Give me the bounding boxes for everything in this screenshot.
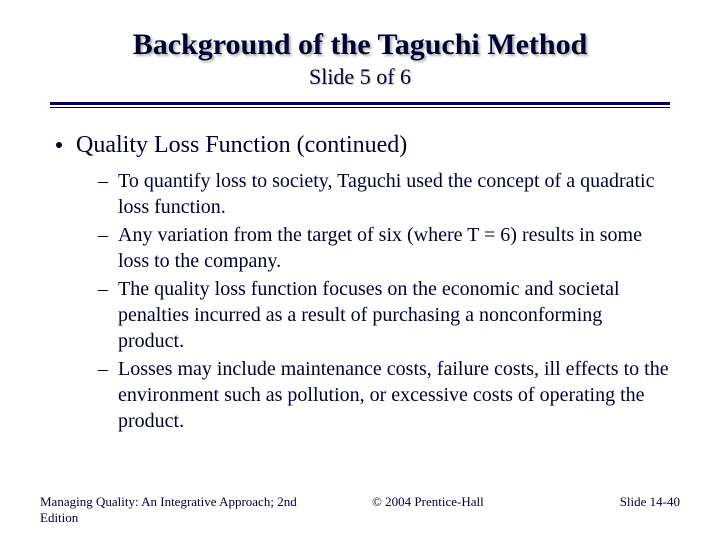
sub-bullet-text: Losses may include maintenance costs, fa… (118, 356, 670, 434)
bullet-item: Quality Loss Function (continued) (50, 130, 670, 160)
footer-left: Managing Quality: An Integrative Approac… (40, 494, 331, 526)
dash-icon: – (98, 222, 108, 248)
slide-title: Background of the Taguchi Method (40, 28, 680, 62)
content-area: Quality Loss Function (continued) – To q… (40, 130, 680, 434)
footer: Managing Quality: An Integrative Approac… (0, 494, 720, 526)
sub-bullet-list: – To quantify loss to society, Taguchi u… (98, 168, 670, 434)
sub-bullet-text: Any variation from the target of six (wh… (118, 222, 670, 274)
sub-bullet-item: – Losses may include maintenance costs, … (98, 356, 670, 434)
sub-bullet-text: To quantify loss to society, Taguchi use… (118, 168, 670, 220)
bullet-text: Quality Loss Function (continued) (76, 130, 407, 160)
footer-center: © 2004 Prentice-Hall (331, 494, 525, 526)
sub-bullet-item: – The quality loss function focuses on t… (98, 276, 670, 354)
sub-bullet-text: The quality loss function focuses on the… (118, 276, 670, 354)
slide: Background of the Taguchi Method Slide 5… (0, 0, 720, 540)
title-divider (50, 102, 670, 108)
dash-icon: – (98, 356, 108, 382)
footer-right: Slide 14-40 (525, 494, 680, 526)
dash-icon: – (98, 276, 108, 302)
bullet-icon (56, 142, 62, 148)
dash-icon: – (98, 168, 108, 194)
sub-bullet-item: – Any variation from the target of six (… (98, 222, 670, 274)
sub-bullet-item: – To quantify loss to society, Taguchi u… (98, 168, 670, 220)
slide-subtitle: Slide 5 of 6 (40, 64, 680, 90)
